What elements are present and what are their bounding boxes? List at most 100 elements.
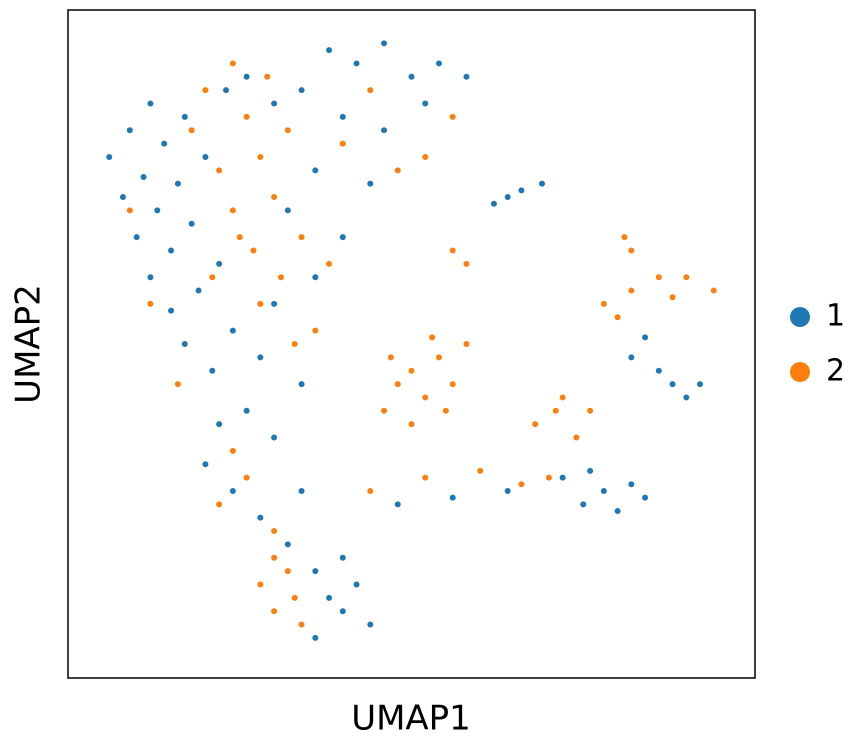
point <box>449 494 456 501</box>
legend-label: 1 <box>826 299 845 334</box>
point <box>429 334 436 341</box>
point <box>202 461 209 468</box>
point <box>642 334 649 341</box>
point <box>655 367 662 374</box>
point <box>243 73 250 80</box>
point <box>271 194 278 201</box>
point <box>216 421 223 428</box>
point <box>229 207 236 214</box>
point <box>381 40 388 47</box>
point <box>587 407 594 414</box>
point <box>394 501 401 508</box>
point <box>449 113 456 120</box>
point <box>298 234 305 241</box>
point <box>209 274 216 281</box>
point <box>559 394 566 401</box>
point <box>326 594 333 601</box>
point <box>181 341 188 347</box>
point <box>545 474 552 481</box>
point <box>408 367 415 374</box>
point <box>140 174 147 180</box>
point <box>367 180 374 187</box>
point <box>271 528 278 535</box>
point <box>394 167 401 174</box>
point <box>697 381 704 388</box>
point <box>463 260 470 267</box>
point <box>188 127 195 134</box>
point <box>106 153 113 160</box>
point <box>504 194 511 201</box>
point <box>271 300 278 307</box>
point <box>614 314 621 321</box>
point <box>600 300 607 307</box>
point <box>614 508 621 514</box>
point <box>174 180 181 187</box>
point <box>195 287 202 294</box>
point <box>229 60 236 67</box>
point <box>394 381 401 388</box>
point <box>161 140 168 147</box>
point <box>353 60 360 67</box>
point <box>147 300 154 307</box>
legend-marker <box>790 362 810 382</box>
point <box>422 100 429 107</box>
point <box>147 100 154 107</box>
point <box>202 153 209 160</box>
point <box>628 247 635 254</box>
y-axis-label: UMAP2 <box>9 284 49 404</box>
point <box>298 87 305 94</box>
point <box>339 234 346 241</box>
point <box>655 274 662 281</box>
point <box>243 113 250 120</box>
point <box>216 501 223 508</box>
point <box>312 568 319 575</box>
point <box>264 73 271 80</box>
point <box>669 294 676 301</box>
point <box>312 167 319 174</box>
point <box>181 113 188 120</box>
point <box>628 287 635 294</box>
point <box>587 467 594 474</box>
point <box>229 327 236 334</box>
point <box>202 87 209 94</box>
point <box>339 140 346 147</box>
point <box>628 481 635 488</box>
point <box>298 621 305 628</box>
x-axis-label: UMAP1 <box>351 699 471 739</box>
point <box>683 274 690 281</box>
point <box>669 381 676 388</box>
point <box>243 407 250 414</box>
point <box>353 581 360 588</box>
point <box>257 354 264 361</box>
point <box>339 113 346 120</box>
point <box>271 100 278 107</box>
point <box>229 487 236 494</box>
point <box>422 474 429 481</box>
point <box>642 494 649 501</box>
point <box>580 501 587 508</box>
point <box>174 381 181 388</box>
point <box>559 474 566 481</box>
point <box>126 207 133 214</box>
point <box>291 594 298 601</box>
point <box>277 274 284 281</box>
point <box>381 407 388 414</box>
point <box>298 381 305 388</box>
point <box>422 153 429 160</box>
point <box>463 73 470 80</box>
point <box>284 568 291 575</box>
point <box>381 127 388 134</box>
point <box>257 514 264 521</box>
legend-marker <box>790 307 810 327</box>
point <box>326 47 333 54</box>
point <box>518 187 525 194</box>
point <box>284 127 291 134</box>
point <box>216 260 223 267</box>
plot-frame <box>67 9 756 679</box>
point <box>710 287 717 294</box>
point <box>449 247 456 254</box>
point <box>223 87 230 94</box>
point <box>408 421 415 428</box>
point <box>257 300 264 307</box>
point <box>119 194 126 201</box>
